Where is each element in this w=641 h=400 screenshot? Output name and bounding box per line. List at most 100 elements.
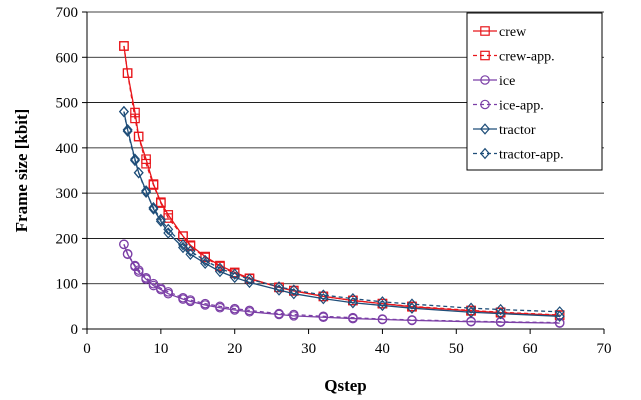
y-tick-label: 0 — [71, 322, 79, 338]
data-point-ice-app — [122, 249, 133, 259]
legend: crew crew-app. ice ice-app. tractor tractor-a… — [466, 12, 603, 171]
data-point-crew-app — [133, 131, 144, 142]
x-tick-label: 0 — [83, 341, 91, 357]
data-point-tractor — [148, 203, 159, 215]
data-point-tractor — [141, 185, 152, 197]
x-tick-label: 10 — [153, 341, 168, 357]
legend-label-tractor-app: tractor-app. — [499, 148, 564, 163]
data-point-tractor-app — [118, 105, 129, 118]
data-point-ice-app — [156, 283, 166, 294]
data-point-tractor-app — [214, 262, 225, 275]
y-tick-label: 400 — [56, 141, 79, 157]
data-point-ice-app — [407, 315, 417, 325]
data-point-tractor — [122, 124, 133, 136]
data-point-ice-app — [229, 303, 240, 314]
data-point-ice-app — [148, 278, 159, 289]
data-point-tractor — [155, 215, 166, 227]
series-tractor-app — [118, 105, 565, 318]
data-point-tractor-app — [466, 302, 477, 314]
data-point-tractor-app — [406, 298, 417, 310]
series-line-tractor — [123, 111, 560, 317]
data-point-tractor-app — [141, 186, 152, 198]
data-point-crew-app — [466, 305, 476, 316]
data-point-ice-app — [554, 317, 565, 328]
series-ice-app — [119, 239, 565, 328]
data-point-crew-app — [119, 41, 129, 51]
data-point-tractor-app — [185, 245, 196, 257]
data-point-crew-app — [377, 298, 388, 309]
x-tick-label: 50 — [449, 341, 464, 357]
data-point-ice-app — [133, 265, 144, 275]
data-point-crew-app — [148, 180, 159, 190]
data-point-tractor-app — [229, 268, 240, 280]
data-point-tractor-app — [244, 273, 255, 285]
data-point-tractor-app — [347, 292, 358, 305]
data-point-tractor-app — [148, 201, 159, 214]
x-tick-label: 60 — [523, 341, 538, 357]
data-point-ice-app — [200, 298, 210, 309]
data-point-tractor — [130, 153, 141, 165]
legend-marker-ice-app — [480, 99, 490, 110]
x-tick-label: 30 — [301, 341, 316, 357]
legend-marker-crew-app — [480, 50, 490, 61]
data-point-tractor-app — [133, 167, 144, 179]
data-point-tractor-app — [163, 223, 174, 236]
y-tick-label: 100 — [56, 277, 79, 293]
legend-box — [466, 12, 603, 171]
data-point-crew-app — [407, 301, 417, 312]
data-point-tractor-app — [122, 125, 133, 137]
x-axis-title: Qstep — [324, 376, 367, 395]
legend-label-crew-app: crew-app. — [499, 50, 555, 65]
data-point-tractor-app — [288, 284, 299, 296]
data-point-ice-app — [274, 308, 284, 319]
legend-marker-tractor-app — [480, 147, 490, 160]
data-point-ice-app — [141, 273, 151, 283]
data-point-ice-app — [348, 312, 358, 323]
x-tick-label: 40 — [375, 341, 390, 357]
data-point-ice-app — [215, 301, 225, 312]
data-point-tractor-app — [130, 154, 141, 167]
y-tick-label: 600 — [56, 50, 79, 66]
data-point-tractor-app — [200, 254, 211, 267]
legend-label-tractor: tractor — [499, 123, 536, 138]
legend-marker-ice — [480, 75, 490, 85]
y-tick-label: 300 — [56, 186, 79, 202]
series-line-ice — [123, 244, 560, 324]
y-tick-label: 500 — [56, 96, 79, 112]
legend-marker-crew — [480, 26, 490, 36]
data-point-crew-app — [348, 295, 358, 306]
series-line-tractor-app — [123, 111, 560, 313]
y-tick-label: 700 — [56, 5, 79, 21]
legend-marker-tractor — [480, 123, 490, 135]
data-point-crew-app — [215, 261, 225, 272]
data-point-tractor-app — [274, 281, 285, 293]
data-point-tractor-app — [495, 303, 506, 316]
series-line-ice-app — [123, 244, 560, 324]
data-point-tractor-app — [178, 239, 189, 251]
data-point-tractor-app — [377, 296, 388, 308]
data-point-crew-app — [122, 68, 133, 78]
y-axis-title: Frame size [kbit] — [12, 109, 31, 233]
data-point-ice-app — [288, 309, 299, 320]
data-point-ice-app — [185, 295, 196, 305]
data-point-crew-app — [156, 198, 166, 208]
data-point-ice-app — [377, 314, 388, 324]
legend-label-ice: ice — [499, 74, 515, 89]
x-tick-label: 20 — [227, 341, 242, 357]
data-point-ice-app — [119, 239, 129, 250]
data-point-tractor-app — [554, 306, 565, 318]
data-point-ice-app — [318, 311, 329, 322]
y-tick-label: 200 — [56, 231, 79, 247]
legend-label-crew: crew — [499, 25, 527, 40]
data-point-tractor-app — [318, 289, 329, 301]
data-point-crew-app — [141, 158, 151, 169]
x-tick-label: 70 — [597, 341, 612, 357]
data-point-ice-app — [244, 305, 255, 316]
series-line-crew-app — [123, 45, 560, 316]
data-point-crew-app — [130, 113, 140, 124]
data-point-tractor — [554, 310, 565, 323]
data-point-tractor-app — [155, 213, 166, 226]
legend-label-ice-app: ice-app. — [499, 99, 544, 114]
